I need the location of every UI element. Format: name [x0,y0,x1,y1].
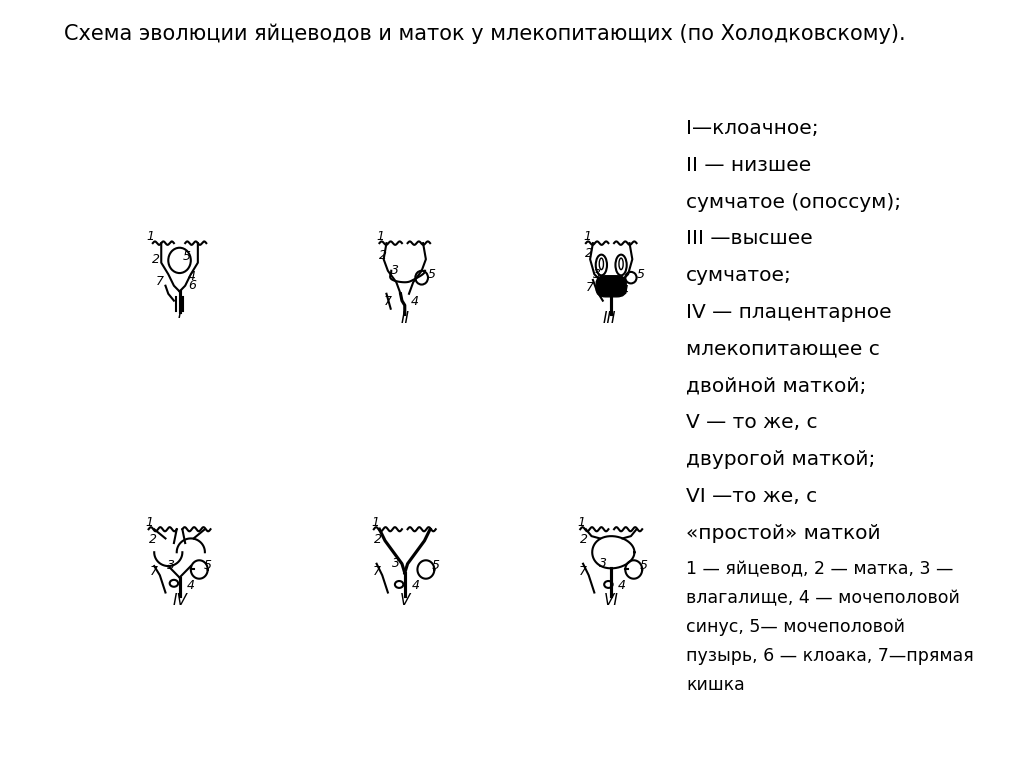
Text: пузырь, 6 — клоака, 7—прямая: пузырь, 6 — клоака, 7—прямая [686,647,974,665]
Text: VI: VI [604,593,618,608]
Circle shape [604,581,612,588]
Text: 3: 3 [167,559,175,572]
Text: 1: 1 [583,229,591,242]
Text: 1: 1 [146,229,154,242]
Ellipse shape [599,258,603,270]
Text: сумчатое (опоссум);: сумчатое (опоссум); [686,193,901,212]
Text: 2: 2 [581,533,588,546]
Text: 5: 5 [427,268,435,281]
Ellipse shape [596,255,607,275]
Text: IV: IV [172,593,187,608]
Text: 7: 7 [579,565,587,578]
Text: 4: 4 [186,579,195,592]
Text: сумчатое;: сумчатое; [686,266,793,285]
Text: 5: 5 [639,559,647,572]
Text: 5: 5 [204,559,212,572]
Text: 4: 4 [188,270,197,283]
Text: синус, 5— мочеполовой: синус, 5— мочеполовой [686,618,905,636]
Text: 4: 4 [411,295,419,308]
Text: 2: 2 [148,533,157,546]
Text: 1: 1 [578,515,586,528]
Text: II — низшее: II — низшее [686,156,812,175]
Text: «простой» маткой: «простой» маткой [686,524,881,543]
Text: 7: 7 [150,565,158,578]
Text: 2: 2 [585,247,593,260]
Text: 3: 3 [599,557,606,570]
Text: 7: 7 [586,281,594,295]
Text: 3: 3 [593,268,601,281]
Text: III: III [603,311,616,325]
Circle shape [170,580,178,587]
Text: 1: 1 [145,515,154,528]
FancyBboxPatch shape [596,276,627,297]
Text: III —высшее: III —высшее [686,229,813,249]
Ellipse shape [416,271,428,285]
Circle shape [395,581,403,588]
Text: 6: 6 [188,279,197,292]
Text: 2: 2 [380,249,387,262]
Text: Схема эволюции яйцеводов и маток у млекопитающих (по Холодковскому).: Схема эволюции яйцеводов и маток у млеко… [63,23,905,44]
Text: двурогой маткой;: двурогой маткой; [686,450,876,469]
Text: I: I [177,306,182,321]
Text: 7: 7 [373,565,380,578]
Text: V: V [399,593,410,608]
Text: кишка: кишка [686,676,745,694]
Ellipse shape [168,248,190,273]
Ellipse shape [615,255,627,275]
Text: V — то же, с: V — то же, с [686,413,818,433]
Text: 4: 4 [622,284,629,297]
Text: 3: 3 [391,264,398,277]
Text: млекопитающее с: млекопитающее с [686,340,880,359]
Text: 5: 5 [431,559,439,572]
Ellipse shape [618,258,624,270]
Text: 5: 5 [637,268,644,281]
Text: 7: 7 [156,275,164,288]
Text: 4: 4 [618,579,627,592]
Text: 1: 1 [377,229,385,242]
Text: 5: 5 [182,250,190,263]
Text: 7: 7 [384,295,391,308]
Text: 4: 4 [412,579,420,592]
Text: двойной маткой;: двойной маткой; [686,377,866,396]
Text: 3: 3 [392,557,400,570]
Text: 1 — яйцевод, 2 — матка, 3 —: 1 — яйцевод, 2 — матка, 3 — [686,560,953,578]
Text: 2: 2 [374,533,382,546]
Text: 1: 1 [371,515,379,528]
Text: влагалище, 4 — мочеполовой: влагалище, 4 — мочеполовой [686,589,961,607]
Text: II: II [400,311,410,325]
Text: I—клоачное;: I—клоачное; [686,119,819,138]
Ellipse shape [626,272,637,284]
Text: IV — плацентарное: IV — плацентарное [686,303,892,322]
Text: 2: 2 [152,252,160,265]
Text: VI —то же, с: VI —то же, с [686,487,817,506]
